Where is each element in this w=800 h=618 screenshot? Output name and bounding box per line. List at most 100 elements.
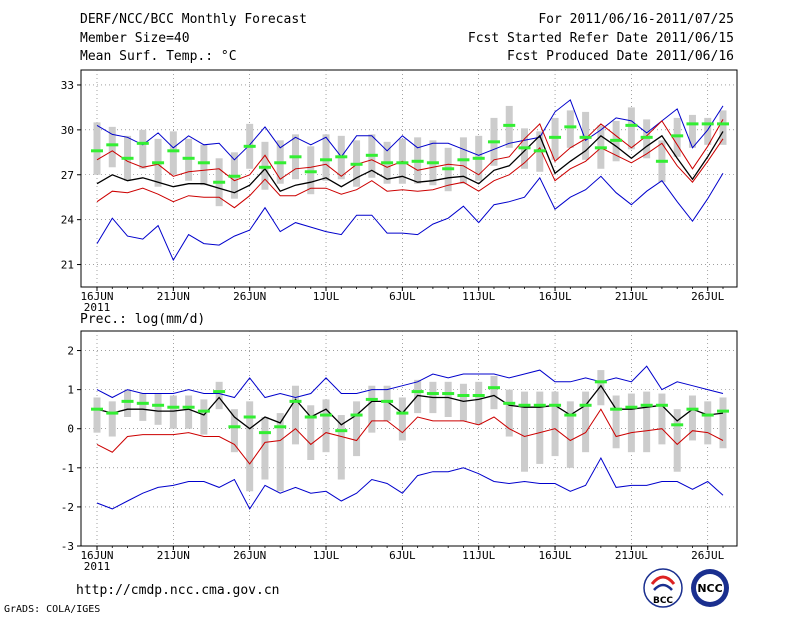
spread-box <box>246 401 254 492</box>
x-tick-label: 1JUL <box>313 549 340 562</box>
spread-box <box>322 399 330 453</box>
fcst-produced-date: Fcst Produced Date 2011/06/16 <box>507 49 734 64</box>
y-tick-label: 2 <box>67 345 74 358</box>
spread-box <box>185 395 193 429</box>
spread-box <box>337 415 345 480</box>
x-tick-label: 16JUL <box>538 290 571 303</box>
x-tick-label: 21JUN <box>157 290 190 303</box>
y-tick-label: 21 <box>61 259 74 272</box>
spread-box <box>582 391 590 453</box>
x-tick-label: 16JUN <box>80 549 113 562</box>
spread-box <box>459 383 467 421</box>
x-tick-label: 11JUL <box>462 549 495 562</box>
spread-box <box>169 395 177 429</box>
spread-box <box>154 393 162 425</box>
precip-label: Prec.: log(mm/d) <box>80 312 205 327</box>
x-tick-label: 1JUL <box>313 290 340 303</box>
x-tick-label: 26JUL <box>691 549 724 562</box>
spread-box <box>704 401 712 445</box>
x-tick-label: 21JUL <box>615 290 648 303</box>
x-tick-label: 6JUL <box>389 549 416 562</box>
max-line <box>96 365 724 399</box>
spread-box <box>215 381 223 410</box>
min-line <box>96 456 724 510</box>
spread-box <box>521 391 529 472</box>
spread-box <box>124 389 132 417</box>
x-tick-label: 21JUN <box>157 549 190 562</box>
spread-box <box>93 122 101 175</box>
x-tick-label: 21JUL <box>615 549 648 562</box>
min-line <box>96 173 724 262</box>
spread-box <box>291 385 299 445</box>
ncc-logo-text: NCC <box>697 582 722 595</box>
spread-box <box>505 389 513 437</box>
y-tick-label: 33 <box>61 79 74 92</box>
spread-box <box>261 417 269 480</box>
temperature-panel: 21 24 27 30 33 16JUN 21JUN 26JUN 1JUL 6JUL 11JUL 16… <box>61 69 738 314</box>
y-tick-label: 1 <box>67 384 74 397</box>
spread-box <box>673 409 681 472</box>
bcc-logo-text: BCC <box>653 596 673 606</box>
plot-frame <box>80 330 738 547</box>
spread-box <box>551 391 559 457</box>
spread-box <box>398 397 406 441</box>
lower-line <box>96 138 724 209</box>
bcc-logo: BCC <box>643 568 683 608</box>
spread-box <box>475 381 483 425</box>
spread-box <box>414 379 422 414</box>
spread-box <box>139 393 147 421</box>
y-tick-label: -2 <box>61 501 74 514</box>
plot-frame <box>80 69 738 288</box>
y-tick-label: -3 <box>61 540 74 553</box>
spread-box <box>719 110 727 145</box>
x-tick-label: 26JUN <box>233 290 266 303</box>
spread-box <box>719 397 727 449</box>
spread-box <box>108 126 116 168</box>
x-tick-label: 16JUN <box>80 290 113 303</box>
x-tick-label: 11JUL <box>462 290 495 303</box>
spread-box <box>704 117 712 145</box>
x-tick-label: 26JUN <box>233 549 266 562</box>
spread-box <box>688 114 696 148</box>
y-tick-label: 27 <box>61 169 74 182</box>
upper-line <box>96 119 724 182</box>
spread-box <box>322 134 330 181</box>
spread-box <box>383 385 391 421</box>
spread-box <box>200 144 208 186</box>
spread-box <box>276 413 284 492</box>
spread-box <box>108 401 116 437</box>
spread-box <box>490 375 498 410</box>
x-tick-label: 26JUL <box>691 290 724 303</box>
spread-box <box>200 399 208 435</box>
footer-url[interactable]: http://cmdp.ncc.cma.gov.cn <box>76 583 280 598</box>
year-label: 2011 <box>84 301 111 314</box>
year-label: 2011 <box>84 560 111 573</box>
y-tick-label: 24 <box>61 214 75 227</box>
y-tick-label: 0 <box>67 423 74 436</box>
mean-line <box>96 131 724 194</box>
y-tick-label: 30 <box>61 124 74 137</box>
spread-box <box>627 107 635 150</box>
spread-box <box>444 381 452 417</box>
grads-credit: GrADS: COLA/IGES <box>4 604 101 615</box>
spread-box <box>169 131 177 175</box>
chart-title: DERF/NCC/BCC Monthly Forecast <box>80 12 307 27</box>
max-line <box>96 99 724 161</box>
y-tick-label: -1 <box>61 462 74 475</box>
spread-box <box>612 395 620 449</box>
spread-box <box>139 129 147 169</box>
x-tick-label: 6JUL <box>389 290 416 303</box>
precipitation-panel: -3 -2 -1 0 1 2 16JUN 21JUN 26JUN 1JUL 6JUL 11JUL 16J… <box>61 330 738 573</box>
spread-box <box>627 393 635 453</box>
spread-box <box>597 370 605 406</box>
forecast-period: For 2011/06/16-2011/07/25 <box>538 12 734 27</box>
member-size: Member Size=40 <box>80 31 190 46</box>
ncc-logo: NCC <box>691 569 729 607</box>
variable-label: Mean Surf. Temp.: °C <box>80 49 237 64</box>
spread-box <box>368 385 376 433</box>
spread-box <box>353 401 361 457</box>
spread-box <box>536 391 544 464</box>
spread-box <box>230 409 238 453</box>
spread-box <box>566 110 574 148</box>
